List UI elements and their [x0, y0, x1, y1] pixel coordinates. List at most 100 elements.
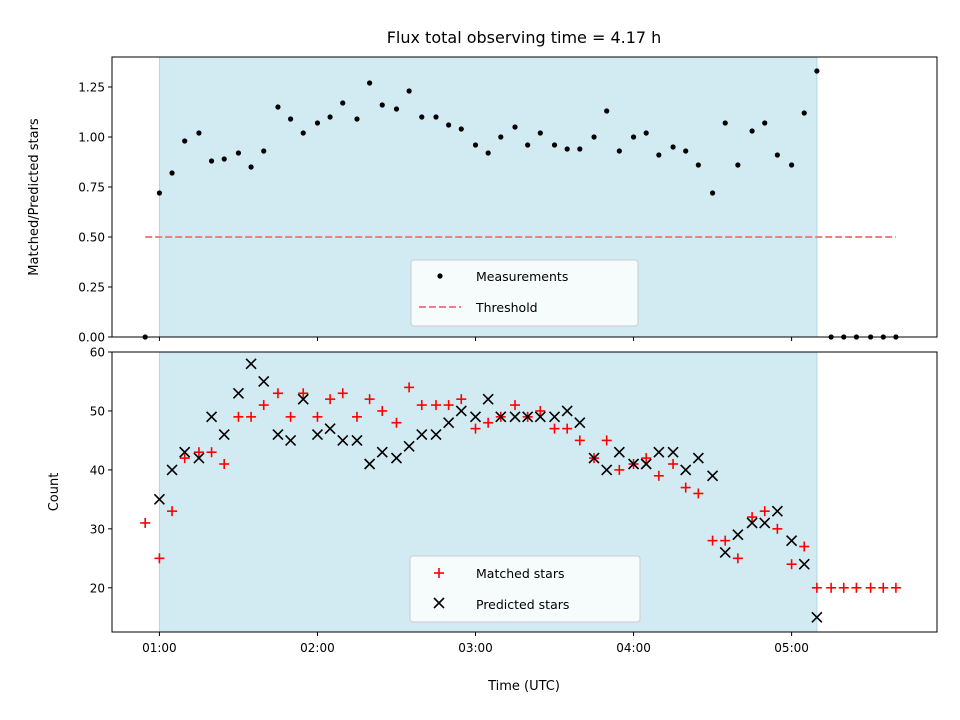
predicted-stars-point — [561, 405, 573, 417]
measurement-point — [354, 116, 360, 122]
matched-stars-point — [786, 559, 797, 570]
predicted-stars-point — [232, 387, 245, 399]
matched-stars-point — [364, 394, 375, 405]
top-panel: 0.00 0.25 0.50 0.75 1.00 1.25 Matched/Predict… — [27, 56, 938, 345]
matched-stars-point — [219, 459, 230, 469]
predicted-stars-point — [455, 405, 467, 417]
measurement-point — [735, 162, 741, 168]
matched-stars-point — [865, 582, 876, 593]
predicted-stars-point — [193, 452, 205, 464]
predicted-stars-point — [443, 417, 455, 429]
matched-stars-point — [707, 535, 718, 546]
matched-stars-point — [154, 553, 165, 564]
matched-stars-point — [890, 582, 901, 593]
predicted-stars-point — [811, 611, 823, 623]
matched-stars-point — [680, 482, 691, 493]
matched-stars-point — [851, 582, 862, 593]
measurement-point — [551, 142, 558, 148]
predicted-stars-point — [416, 428, 428, 441]
matched-stars-point — [246, 411, 257, 422]
matched-stars-point — [285, 411, 296, 422]
measurement-point — [591, 134, 597, 140]
bottom-x-tick-label: 04:00 — [616, 641, 651, 655]
top-y-tick-label: 1.25 — [78, 81, 105, 95]
matched-stars-point — [720, 535, 731, 546]
matched-stars-point — [377, 405, 388, 416]
measurement-point — [512, 124, 518, 130]
bottom-x-tick-label: 05:00 — [774, 641, 809, 655]
predicted-stars-point — [732, 529, 744, 541]
measurement-point — [221, 156, 227, 162]
predicted-stars-point — [430, 428, 442, 441]
measurement-point — [722, 120, 728, 126]
matched-stars-point — [233, 411, 244, 422]
bottom-y-tick-label: 30 — [90, 522, 105, 536]
measurement-point — [525, 142, 531, 148]
matched-stars-point — [298, 388, 309, 399]
measurement-point — [788, 162, 795, 168]
matched-stars-point — [826, 582, 837, 593]
predicted-stars-point — [759, 517, 771, 529]
bottom-x-tick-label: 03:00 — [458, 641, 493, 655]
matched-stars-point — [693, 488, 704, 499]
measurement-point — [235, 150, 242, 156]
predicted-stars-point — [548, 411, 561, 423]
predicted-stars-point — [640, 458, 652, 470]
predicted-stars-point — [179, 446, 191, 458]
predicted-stars-point — [403, 440, 415, 452]
measurement-point — [393, 106, 400, 112]
predicted-stars-point — [509, 411, 521, 423]
matched-stars-point — [325, 394, 336, 405]
matched-stars-point — [799, 541, 810, 552]
matched-stars-point — [759, 506, 770, 517]
measurement-point — [446, 122, 452, 128]
measurement-point — [774, 152, 780, 158]
legend-dot-marker — [437, 273, 443, 279]
measurement-point — [196, 130, 202, 136]
matched-stars-point — [140, 517, 151, 528]
predicted-stars-point — [469, 411, 482, 423]
measurement-point — [564, 146, 570, 152]
predicted-stars-point — [166, 464, 178, 476]
measurement-point — [182, 138, 188, 144]
legend-plus-marker — [434, 568, 444, 578]
legend-label-threshold: Threshold — [475, 300, 538, 315]
top-y-tick-label: 0.75 — [78, 181, 105, 195]
matched-stars-point — [351, 411, 362, 422]
matched-stars-point — [878, 582, 889, 593]
measurement-point — [419, 114, 425, 120]
measurement-point — [577, 146, 583, 152]
top-y-axis-label: Matched/Predicted stars — [27, 118, 42, 276]
measurement-point — [458, 126, 464, 132]
predicted-stars-point — [680, 464, 692, 476]
measurement-point — [208, 158, 215, 164]
bottom-x-tick-label: 01:00 — [142, 641, 177, 655]
top-legend: Measurements Threshold — [410, 259, 639, 327]
predicted-stars-point — [534, 411, 546, 423]
measurement-point — [340, 100, 346, 106]
matched-stars-point — [167, 506, 178, 517]
predicted-stars-point — [707, 470, 719, 482]
matched-stars-point — [668, 459, 679, 469]
matched-stars-point — [614, 464, 625, 475]
matched-stars-point — [732, 553, 743, 564]
measurement-point — [261, 148, 267, 154]
matched-stars-point — [456, 394, 467, 405]
predicted-stars-point — [390, 452, 403, 464]
predicted-stars-point — [719, 546, 731, 558]
measurement-point — [367, 80, 373, 86]
measurement-point — [406, 88, 412, 94]
measurement-point — [749, 128, 755, 134]
top-plot-frame — [111, 56, 938, 338]
top-y-tick-label: 0.25 — [78, 281, 105, 295]
predicted-stars-point — [153, 493, 165, 505]
legend-label-predicted-stars: Predicted stars — [476, 597, 569, 612]
predicted-stars-point — [324, 423, 336, 435]
predicted-stars-point — [285, 434, 297, 446]
predicted-stars-point — [786, 535, 798, 547]
measurement-point — [379, 102, 385, 108]
predicted-stars-point — [258, 375, 270, 388]
measurement-point — [709, 190, 716, 196]
top-y-tick-label: 0.00 — [78, 331, 105, 345]
matched-stars-point — [470, 423, 481, 434]
